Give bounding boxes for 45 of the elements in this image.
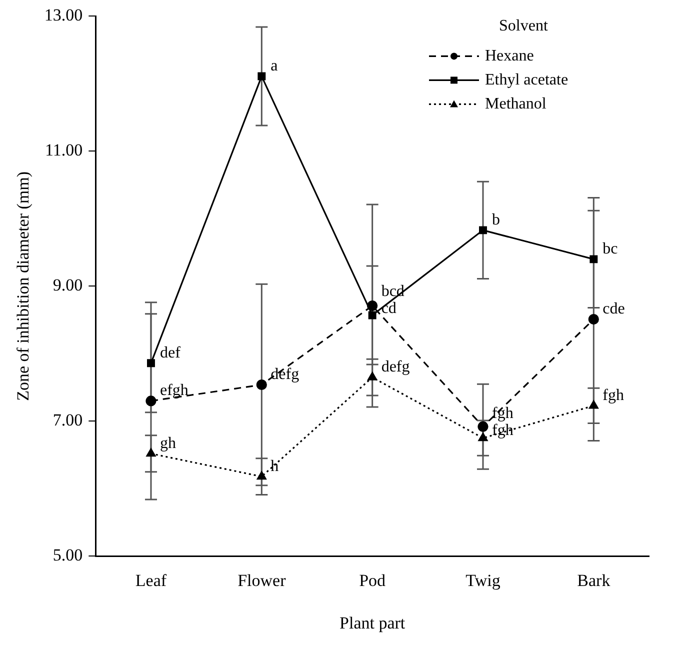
- legend-label: Methanol: [485, 95, 547, 112]
- point: [590, 255, 598, 264]
- annotation: b: [492, 211, 500, 228]
- legend-label: Ethyl acetate: [485, 71, 568, 88]
- point: [256, 379, 267, 390]
- point: [258, 72, 266, 80]
- y-axis-title: Zone of inhibition diameter (mm): [14, 171, 33, 401]
- point: [478, 432, 488, 442]
- point: [367, 300, 378, 312]
- annotation: fgh: [602, 386, 624, 404]
- annotation: efgh: [160, 382, 188, 400]
- y-tick-label: 13.00: [44, 6, 83, 25]
- y-tick-label: 5.00: [52, 546, 83, 565]
- x-tick-label: Flower: [238, 570, 286, 590]
- point: [368, 372, 378, 380]
- point: [146, 448, 156, 457]
- annotation: h: [270, 458, 279, 475]
- legend-label: Hexane: [485, 47, 534, 64]
- annotation: cde: [602, 300, 625, 318]
- point: [256, 471, 266, 480]
- annotation: bcd: [381, 283, 404, 300]
- annotation: fgh: [492, 422, 514, 440]
- annotation: defg: [381, 358, 410, 376]
- x-tick-label: Leaf: [135, 570, 167, 590]
- annotation: a: [270, 57, 278, 74]
- point: [478, 421, 488, 432]
- point: [588, 400, 598, 409]
- x-tick-label: Twig: [466, 570, 501, 590]
- y-tick-label: 9.00: [52, 276, 83, 295]
- y-tick-label: 7.00: [52, 410, 83, 430]
- point: [147, 359, 155, 368]
- annotation: def: [160, 344, 182, 362]
- x-tick-label: Pod: [359, 570, 386, 590]
- annotation: gh: [160, 434, 176, 452]
- legend-title: Solvent: [499, 17, 548, 34]
- point: [368, 311, 376, 320]
- point: [479, 226, 487, 234]
- point: [588, 314, 599, 325]
- annotation: fgh: [492, 405, 514, 422]
- annotation: defg: [270, 366, 300, 383]
- annotation: bc: [602, 240, 618, 258]
- y-tick-label: 11.00: [45, 140, 83, 160]
- point: [146, 396, 156, 406]
- x-tick-label: Bark: [577, 570, 611, 590]
- x-axis-title: Plant part: [340, 613, 406, 632]
